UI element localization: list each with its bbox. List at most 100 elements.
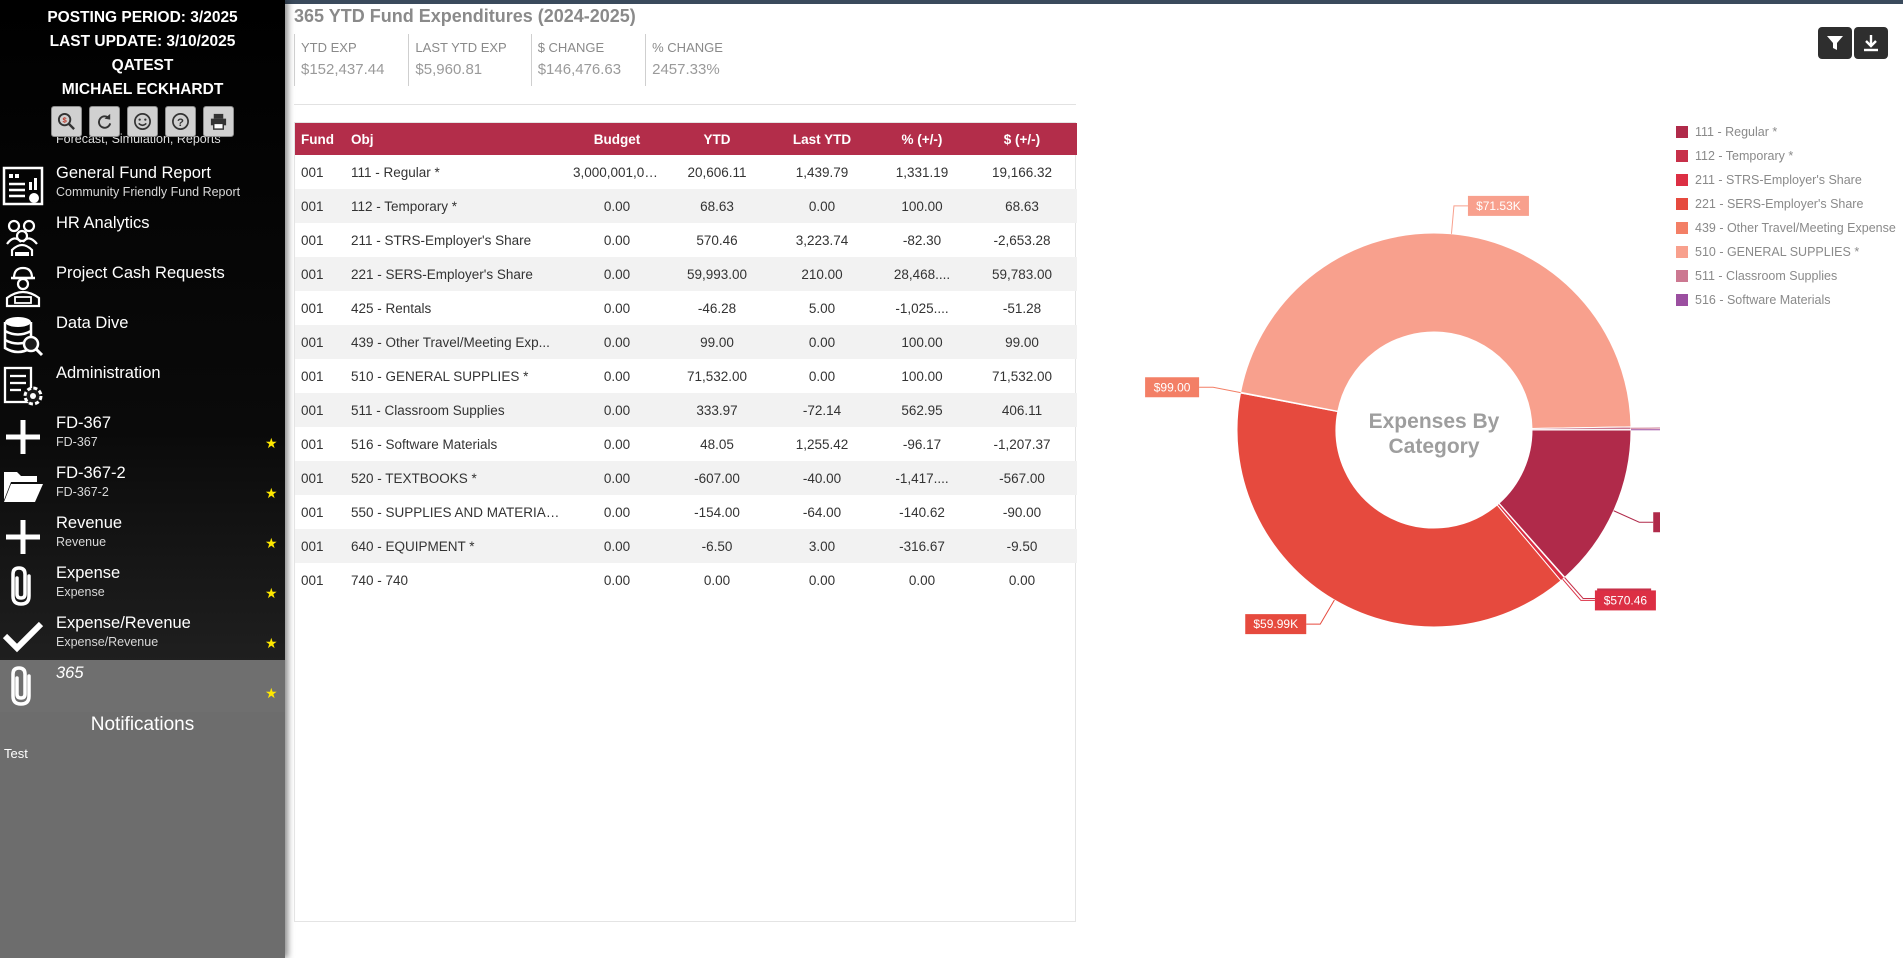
svg-text:?: ?	[177, 117, 184, 129]
legend-item[interactable]: 221 - SERS-Employer's Share	[1676, 192, 1903, 216]
cell-percent-change: 100.00	[901, 368, 943, 384]
table-row[interactable]: 001 511 - Classroom Supplies 0.00 333.97 -72…	[295, 393, 1077, 427]
sidebar: POSTING PERIOD: 3/2025 LAST UPDATE: 3/10…	[0, 0, 285, 958]
cell-ytd: 48.05	[700, 436, 734, 452]
sidebar-item-label: Expense/Revenue	[56, 614, 191, 632]
table-row[interactable]: 001 510 - GENERAL SUPPLIES * 0.00 71,532.00…	[295, 359, 1077, 393]
sidebar-item-fd-367[interactable]: FD-367 FD-367 ★	[0, 410, 285, 460]
data-label: $570.46	[1604, 593, 1648, 607]
sidebar-item-expense[interactable]: Expense Expense ★	[0, 560, 285, 610]
favorite-star-icon[interactable]: ★	[265, 635, 278, 651]
cell-obj: 111 - Regular *	[351, 164, 440, 180]
download-button[interactable]	[1854, 27, 1888, 59]
column-header-fund[interactable]: Fund	[301, 131, 334, 147]
help-button[interactable]: ?	[165, 106, 196, 137]
sidebar-item-expense-revenue[interactable]: Expense/Revenue Expense/Revenue ★	[0, 610, 285, 660]
cell-fund: 001	[301, 164, 324, 180]
legend-item[interactable]: 516 - Software Materials	[1676, 288, 1903, 312]
table-row[interactable]: 001 439 - Other Travel/Meeting Exp... 0.00…	[295, 325, 1077, 359]
cell-percent-change: -1,025....	[895, 300, 949, 316]
sidebar-item-revenue[interactable]: Revenue Revenue ★	[0, 510, 285, 560]
legend-swatch	[1676, 174, 1688, 186]
legend-swatch	[1676, 246, 1688, 258]
favorite-star-icon[interactable]: ★	[265, 585, 278, 601]
table-row[interactable]: 001 425 - Rentals 0.00 -46.28 5.00 -1,025....…	[295, 291, 1077, 325]
column-header-ytd[interactable]: YTD	[703, 131, 731, 147]
report-icon	[1, 164, 45, 208]
sidebar-item-hr-analytics[interactable]: HR Analytics	[0, 210, 285, 260]
cell-obj: 439 - Other Travel/Meeting Exp...	[351, 334, 550, 350]
table-row[interactable]: 001 550 - SUPPLIES AND MATERIAL... 0.00 -15…	[295, 495, 1077, 529]
cell-obj: 520 - TEXTBOOKS *	[351, 470, 477, 486]
donut-slices	[1236, 232, 1632, 628]
table-row[interactable]: 001 112 - Temporary * 0.00 68.63 0.00 100.00 6…	[295, 189, 1077, 223]
sidebar-item-project-cash-requests[interactable]: Project Cash Requests	[0, 260, 285, 310]
legend-label: 112 - Temporary *	[1695, 149, 1794, 163]
notification-message[interactable]: Test	[4, 746, 28, 761]
metric-last-ytd-exp: LAST YTD EXP $5,960.81	[408, 34, 530, 86]
cell-dollar-change: -9.50	[1006, 538, 1038, 554]
table-row[interactable]: 001 111 - Regular * 3,000,001,012... 20,606…	[295, 155, 1077, 189]
filter-button[interactable]	[1818, 27, 1852, 59]
search-budget-button[interactable]: $	[51, 106, 82, 137]
divider	[294, 104, 1076, 105]
table-row[interactable]: 001 640 - EQUIPMENT * 0.00 -6.50 3.00 -316.67…	[295, 529, 1077, 563]
favorite-star-icon[interactable]: ★	[265, 485, 278, 501]
legend-item[interactable]: 211 - STRS-Employer's Share	[1676, 168, 1903, 192]
data-label-leader	[1564, 577, 1598, 599]
plus-icon	[1, 414, 45, 458]
table-row[interactable]: 001 221 - SERS-Employer's Share 0.00 59,993…	[295, 257, 1077, 291]
data-label-leader	[1450, 205, 1468, 234]
expenditure-table: Fund Obj Budget YTD Last YTD % (+/-) $ (…	[295, 123, 1077, 597]
donut-chart: $20.61K$68.63$570.46$59.99K$99.00$71.53K…	[1145, 195, 1734, 635]
column-header-budget[interactable]: Budget	[593, 131, 641, 147]
cell-budget: 0.00	[603, 470, 631, 486]
cell-budget: 0.00	[603, 504, 631, 520]
cell-ytd: 71,532.00	[686, 368, 748, 384]
table-row[interactable]: 001 520 - TEXTBOOKS * 0.00 -607.00 -40.00 -1,…	[295, 461, 1077, 495]
sidebar-item-sublabel: FD-367	[56, 435, 98, 449]
legend-label: 221 - SERS-Employer's Share	[1695, 197, 1864, 211]
column-header-last-ytd[interactable]: Last YTD	[792, 131, 852, 147]
column-header-obj[interactable]: Obj	[351, 131, 374, 147]
column-header-dollar-change[interactable]: $ (+/-)	[1003, 131, 1041, 147]
cell-fund: 001	[301, 538, 324, 554]
metric-value: $5,960.81	[415, 61, 483, 78]
notifications-panel: Notifications Test	[0, 712, 285, 958]
donut-slice[interactable]	[1236, 392, 1562, 628]
cell-budget: 0.00	[603, 232, 631, 248]
legend-item[interactable]: 112 - Temporary *	[1676, 144, 1903, 168]
favorite-star-icon[interactable]: ★	[265, 685, 278, 701]
sidebar-item-fd-367-2[interactable]: FD-367-2 FD-367-2 ★	[0, 460, 285, 510]
sidebar-item-general-fund-report[interactable]: General Fund Report Community Friendly F…	[0, 160, 285, 210]
sidebar-item-label: Data Dive	[56, 314, 129, 332]
legend-item[interactable]: 511 - Classroom Supplies	[1676, 264, 1903, 288]
legend-item[interactable]: 111 - Regular *	[1676, 120, 1903, 144]
cell-ytd: 59,993.00	[686, 266, 748, 282]
table-row[interactable]: 001 740 - 740 0.00 0.00 0.00 0.00 0.00	[295, 563, 1077, 597]
cell-percent-change: -140.62	[899, 504, 945, 520]
sidebar-item-365[interactable]: 365 ★	[0, 660, 285, 712]
sidebar-item-label: FD-367-2	[56, 464, 126, 482]
legend-item[interactable]: 510 - GENERAL SUPPLIES *	[1676, 240, 1903, 264]
legend-label: 511 - Classroom Supplies	[1695, 269, 1838, 283]
favorite-star-icon[interactable]: ★	[265, 535, 278, 551]
feedback-button[interactable]	[127, 106, 158, 137]
refresh-button[interactable]	[89, 106, 120, 137]
favorite-star-icon[interactable]: ★	[265, 435, 278, 451]
sidebar-item-label: General Fund Report	[56, 164, 212, 182]
table-row[interactable]: 001 516 - Software Materials 0.00 48.05 1,25…	[295, 427, 1077, 461]
print-button[interactable]	[203, 106, 234, 137]
donut-slice[interactable]	[1240, 232, 1632, 429]
cell-fund: 001	[301, 368, 324, 384]
sidebar-item-data-dive[interactable]: Data Dive	[0, 310, 285, 360]
column-header-percent-change[interactable]: % (+/-)	[901, 131, 943, 147]
cell-last-ytd: 0.00	[808, 334, 836, 350]
sidebar-item-administration[interactable]: Administration	[0, 360, 285, 410]
table-row[interactable]: 001 211 - STRS-Employer's Share 0.00 570.46…	[295, 223, 1077, 257]
cell-budget: 0.00	[603, 198, 631, 214]
smiley-icon	[134, 113, 151, 130]
cell-fund: 001	[301, 436, 324, 452]
legend-item[interactable]: 439 - Other Travel/Meeting Expense	[1676, 216, 1903, 240]
cell-fund: 001	[301, 572, 324, 588]
